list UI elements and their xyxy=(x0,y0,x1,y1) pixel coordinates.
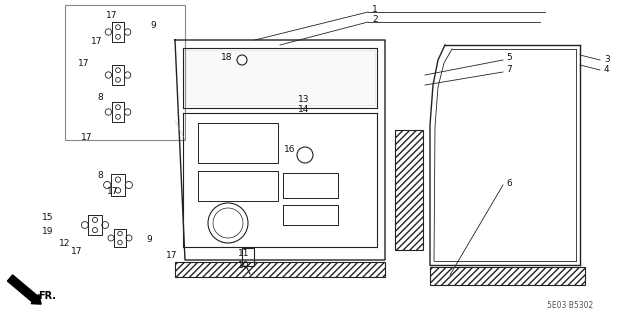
Text: 17: 17 xyxy=(81,133,93,143)
Text: 19: 19 xyxy=(42,227,53,236)
Text: 9: 9 xyxy=(146,235,152,244)
Text: 12: 12 xyxy=(59,239,70,248)
Text: 13: 13 xyxy=(298,94,309,103)
Text: 2: 2 xyxy=(372,16,378,25)
Text: FR.: FR. xyxy=(38,291,56,301)
Text: 10: 10 xyxy=(238,261,250,270)
Text: 8: 8 xyxy=(97,93,103,102)
Text: 9: 9 xyxy=(150,21,156,31)
Text: 5E03 B5302: 5E03 B5302 xyxy=(547,300,593,309)
Text: 3: 3 xyxy=(604,56,610,64)
Text: 6: 6 xyxy=(506,179,512,188)
Text: 17: 17 xyxy=(92,36,103,46)
Text: 16: 16 xyxy=(284,145,295,154)
Text: 17: 17 xyxy=(71,248,83,256)
Text: 8: 8 xyxy=(97,170,103,180)
Bar xyxy=(185,50,375,105)
Bar xyxy=(65,5,185,140)
Text: 17: 17 xyxy=(78,58,90,68)
Text: 17: 17 xyxy=(106,11,118,20)
Text: 17: 17 xyxy=(108,188,119,197)
Text: 7: 7 xyxy=(506,65,512,75)
Text: 11: 11 xyxy=(238,249,250,258)
Text: 18: 18 xyxy=(221,53,232,62)
Text: 14: 14 xyxy=(298,105,309,114)
Text: 1: 1 xyxy=(372,4,378,13)
Text: 17: 17 xyxy=(166,251,178,261)
Text: 15: 15 xyxy=(42,213,53,222)
Bar xyxy=(395,130,423,250)
FancyArrow shape xyxy=(8,275,41,304)
Bar xyxy=(175,262,385,277)
Text: 4: 4 xyxy=(604,65,610,75)
Text: 5: 5 xyxy=(506,53,512,62)
Bar xyxy=(430,267,585,285)
